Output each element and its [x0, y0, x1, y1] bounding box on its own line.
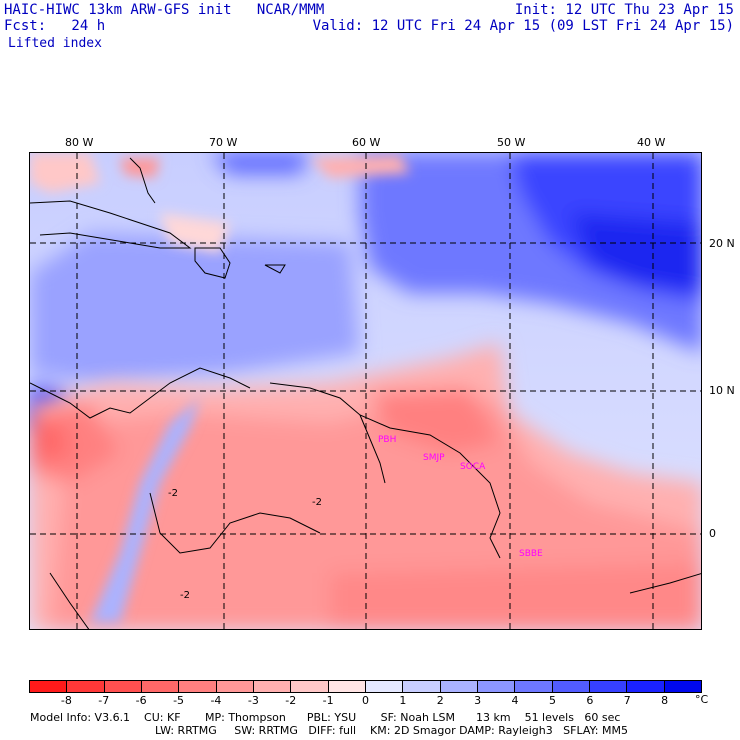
colorbar-tick-label: -7 — [98, 694, 110, 707]
valid-time: Valid: 12 UTC Fri 24 Apr 15 (09 LST Fri … — [312, 18, 734, 34]
colorbar-swatch — [439, 681, 477, 692]
graticule — [30, 153, 701, 629]
map-title: HAIC-HIWC 13km ARW-GFS init NCAR/MMM — [4, 2, 325, 18]
map-canvas: -2 -2 -2 PBH SMJP SOCA SBBE — [30, 153, 701, 629]
colorbar-tick-label: -8 — [60, 694, 72, 707]
station-label-smjp: SMJP — [423, 453, 445, 463]
colorbar-tick-label: -5 — [173, 694, 185, 707]
colorbar-tick-label: 2 — [436, 694, 444, 707]
colorbar-swatch — [103, 681, 141, 692]
colorbar-swatch — [663, 681, 701, 692]
colorbar-swatch — [252, 681, 291, 692]
colorbar-swatch — [364, 681, 403, 692]
forecast-hour: Fcst: 24 h — [4, 18, 106, 34]
colorbar-tick-label: 1 — [399, 694, 407, 707]
station-label-soca: SOCA — [460, 462, 486, 472]
colorbar-tick-label: 4 — [511, 694, 519, 707]
contour-label: -2 — [180, 590, 190, 601]
lon-label-60w: 60 W — [352, 136, 381, 149]
colorbar-tick-label: -3 — [247, 694, 259, 707]
lat-label-20n: 20 N — [709, 237, 735, 250]
colorbar-swatch — [290, 681, 328, 692]
colorbar-tick-label: 8 — [661, 694, 669, 707]
colorbar-swatch — [476, 681, 515, 692]
colorbar-tick-label: 3 — [474, 694, 482, 707]
colorbar-swatch — [626, 681, 664, 692]
colorbar-tick-label: 7 — [623, 694, 631, 707]
contour-label: -2 — [312, 497, 322, 508]
lon-label-70w: 70 W — [209, 136, 238, 149]
colorbar-tick-label: 0 — [362, 694, 369, 707]
colorbar-tick-label: -2 — [285, 694, 297, 707]
field-name: Lifted index — [8, 36, 102, 51]
colorbar-tick-label: -1 — [322, 694, 334, 707]
colorbar-swatch — [588, 681, 627, 692]
lon-label-80w: 80 W — [65, 136, 94, 149]
model-info-line1: Model Info: V3.6.1 CU: KF MP: Thompson P… — [30, 711, 621, 724]
colorbar-swatch — [178, 681, 216, 692]
colorbar-tick-label: -4 — [210, 694, 222, 707]
lon-label-40w: 40 W — [637, 136, 666, 149]
colorbar-swatch — [215, 681, 253, 692]
stable-band-andes — [90, 398, 200, 623]
init-time: Init: 12 UTC Thu 23 Apr 15 — [514, 2, 734, 18]
colorbar-swatch — [140, 681, 179, 692]
lat-label-10n: 10 N — [709, 384, 735, 397]
station-label-pbh: PBH — [378, 435, 396, 445]
colorbar-tick-label: -6 — [135, 694, 147, 707]
colorbar-swatch — [30, 681, 67, 692]
colorbar-swatch — [66, 681, 104, 692]
colorbar-tick-label: 5 — [548, 694, 556, 707]
model-info-line2: LW: RRTMG SW: RRTMG DIFF: full KM: 2D Sm… — [155, 724, 628, 737]
lifted-index-map: -2 -2 -2 PBH SMJP SOCA SBBE — [29, 152, 702, 630]
lon-label-50w: 50 W — [497, 136, 526, 149]
colorbar-tick-label: 6 — [586, 694, 594, 707]
lat-label-equator: 0 — [709, 527, 716, 540]
colorbar-swatch — [402, 681, 440, 692]
colorbar-swatch — [514, 681, 552, 692]
colorbar — [29, 680, 702, 693]
contour-label: -2 — [168, 488, 178, 499]
colorbar-unit: °C — [695, 693, 709, 706]
colorbar-swatch — [327, 681, 365, 692]
station-label-sbbe: SBBE — [519, 549, 543, 559]
colorbar-swatch — [551, 681, 589, 692]
coastlines — [30, 157, 701, 629]
